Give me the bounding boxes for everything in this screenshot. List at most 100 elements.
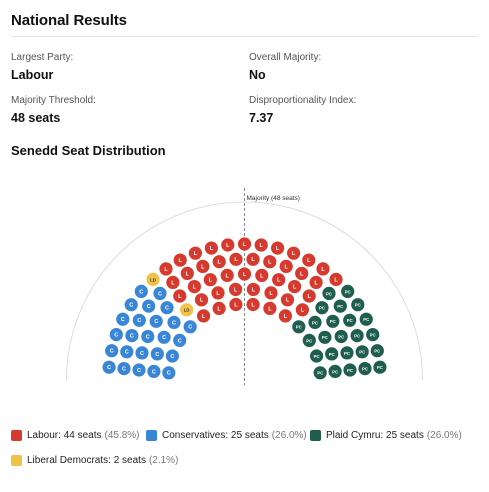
panel-title: National Results <box>11 12 127 29</box>
seat-label: L <box>218 260 222 266</box>
legend-item-labour: Labour: 44 seats (45.8%) <box>11 430 140 441</box>
seat-label: C <box>154 319 158 325</box>
seat-labour <box>264 286 278 300</box>
stat-label: Majority Threshold: <box>11 95 96 106</box>
seat-label: L <box>234 257 238 263</box>
seat-labour <box>255 268 269 282</box>
seat-label: PC <box>337 304 343 309</box>
seat-label: L <box>178 294 182 300</box>
seat-plaid <box>326 314 340 328</box>
seat-labour <box>280 293 295 307</box>
seat-label: L <box>243 242 247 248</box>
seat-conservatives <box>116 312 130 326</box>
seat-labour <box>220 268 234 282</box>
seat-label: L <box>251 257 255 263</box>
stat-overall-majority: Overall Majority: No <box>249 52 321 82</box>
seat-labour <box>302 253 316 267</box>
seat-label: L <box>308 294 312 300</box>
seat-plaid <box>343 313 357 327</box>
legend-item-plaid-cymru: Plaid Cymru: 25 seats (26.0%) <box>310 430 462 441</box>
seat-label: L <box>293 285 297 291</box>
seat-conservatives <box>124 298 138 312</box>
seat-label: L <box>251 302 255 308</box>
seat-conservatives <box>132 313 146 327</box>
seat-labour <box>263 255 277 269</box>
seat-plaid <box>358 362 372 376</box>
seat-label: C <box>170 354 174 360</box>
seat-plaid <box>373 360 387 374</box>
seat-conservatives <box>165 349 179 363</box>
seat-labour <box>187 280 201 294</box>
seat-labour <box>194 293 209 307</box>
seat-label: L <box>260 273 264 279</box>
chart-title: Senedd Seat Distribution <box>11 143 166 158</box>
seat-conservatives <box>125 329 139 343</box>
seat-labour <box>309 275 323 289</box>
legend-label: Plaid Cymru: 25 seats <box>326 430 424 441</box>
seat-conservatives <box>142 299 156 313</box>
seat-label: C <box>155 352 159 358</box>
stat-value: 7.37 <box>249 111 274 125</box>
seat-plaid <box>370 344 384 358</box>
seat-label: C <box>147 304 151 310</box>
seat-label: PC <box>312 320 318 325</box>
seat-plaid <box>355 345 369 359</box>
seat-conservatives <box>150 347 164 361</box>
seat-plaid <box>340 346 354 360</box>
seat-conservatives <box>173 333 187 347</box>
stat-label: Disproportionality Index: <box>249 95 357 106</box>
seat-label: L <box>292 251 296 257</box>
seat-conservatives <box>149 314 163 328</box>
seat-labour <box>295 266 309 280</box>
seat-labour <box>329 272 343 286</box>
seat-label: C <box>146 334 150 340</box>
seat-label: L <box>321 267 325 273</box>
seat-label: LD <box>184 308 190 313</box>
seat-labour <box>212 301 226 315</box>
legend-swatch <box>11 455 22 466</box>
seat-libdem <box>146 272 160 286</box>
stat-majority-threshold: Majority Threshold: 48 seats <box>11 95 96 125</box>
seat-label: PC <box>296 325 302 330</box>
seat-label: L <box>164 267 168 273</box>
seat-labour <box>203 273 217 287</box>
seat-label: C <box>122 367 126 373</box>
seat-labour <box>180 266 194 280</box>
seat-labour <box>229 297 243 312</box>
seat-labour <box>173 289 187 303</box>
seat-label: PC <box>370 333 376 338</box>
seat-labour <box>278 309 292 323</box>
seat-label: L <box>226 243 230 249</box>
seat-label: L <box>210 246 214 252</box>
seat-label: L <box>276 246 280 252</box>
seat-label: L <box>260 243 264 249</box>
seat-labour <box>302 289 316 303</box>
seat-labour <box>237 237 252 251</box>
seat-label: C <box>107 365 111 371</box>
stat-label: Largest Party: <box>11 52 74 63</box>
seat-plaid <box>343 363 357 377</box>
seat-label: L <box>252 287 256 293</box>
seat-plaid <box>350 329 364 343</box>
legend-pct: (26.0%) <box>271 430 307 441</box>
seat-labour <box>196 259 210 273</box>
seat-label: L <box>284 314 288 320</box>
seat-labour <box>254 238 268 252</box>
seat-label: C <box>162 335 166 341</box>
legend-label: Labour: 44 seats <box>27 430 102 441</box>
seat-plaid <box>302 333 316 347</box>
seat-label: L <box>314 280 318 286</box>
seat-labour <box>287 246 301 260</box>
seat-labour <box>212 255 226 269</box>
seat-label: C <box>152 369 156 375</box>
seat-label: L <box>285 264 289 270</box>
chamber-arc <box>66 201 423 381</box>
seat-conservatives <box>134 284 148 298</box>
seat-label: L <box>268 306 272 312</box>
seat-label: L <box>300 271 304 277</box>
seat-plaid <box>366 328 380 342</box>
seat-label: PC <box>359 350 365 355</box>
seat-label: L <box>334 277 338 283</box>
legend-pct: (26.0%) <box>426 430 462 441</box>
seat-label: C <box>114 333 118 339</box>
